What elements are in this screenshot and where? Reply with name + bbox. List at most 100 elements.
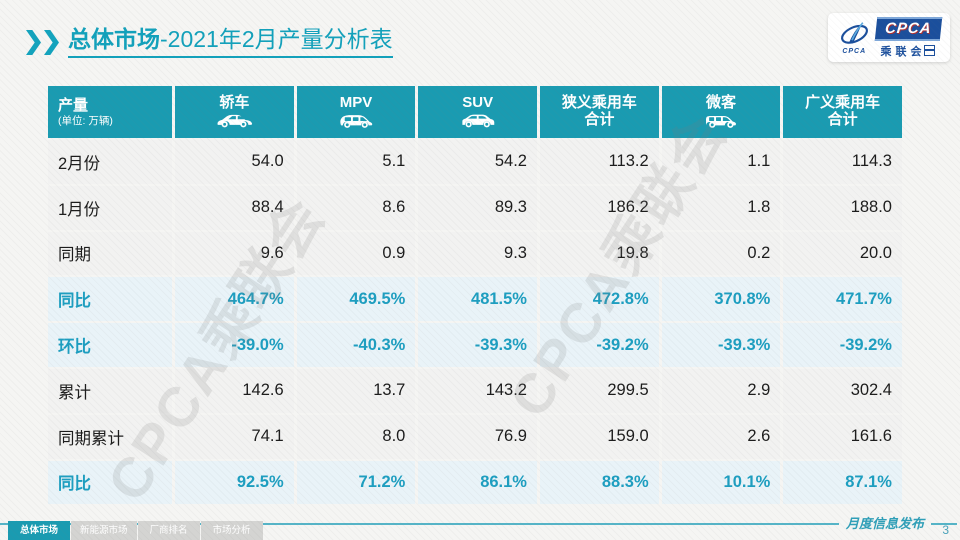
- table-cell: -39.3%: [418, 323, 537, 367]
- table-cell: -39.0%: [175, 323, 294, 367]
- swoosh-ellipse-icon: [838, 21, 871, 51]
- row-label: 累计: [48, 368, 172, 413]
- table-cell: 481.5%: [418, 277, 537, 322]
- mpv-icon: [336, 113, 376, 129]
- title-suffix: -2021年2月产量分析表: [160, 26, 393, 52]
- suv-icon: [458, 113, 498, 129]
- corner-label: 产量: [58, 96, 89, 114]
- row-label: 同期累计: [48, 414, 172, 459]
- table-cell: 13.7: [296, 368, 416, 413]
- table-cell: 2.9: [661, 368, 781, 413]
- table-cell: 142.6: [175, 368, 294, 413]
- sedan-icon: [214, 113, 254, 129]
- table-cell: 20.0: [783, 231, 902, 276]
- footer-tabs: 总体市场 新能源市场 厂商排名 市场分析: [8, 521, 263, 540]
- table-cell: 10.1%: [661, 460, 781, 505]
- footer-rule-line: [0, 522, 839, 525]
- table-row: 累计 142.6 13.7 143.2 299.5 2.9 302.4: [48, 368, 902, 413]
- column-header: 广义乘用车 合计: [783, 86, 902, 138]
- table-cell: 9.6: [175, 231, 294, 276]
- page-title: 总体市场-2021年2月产量分析表: [68, 26, 393, 59]
- table-row: 同比 464.7% 469.5% 481.5% 472.8% 370.8% 471.7%: [48, 277, 902, 322]
- table-cell: 87.1%: [783, 460, 902, 505]
- table-cell: 143.2: [418, 368, 537, 413]
- double-chevron-icon: [26, 30, 59, 55]
- chevron-right-icon: [26, 30, 41, 55]
- corner-unit: (单位: 万辆): [58, 114, 113, 127]
- chevron-right-icon: [44, 30, 59, 55]
- table-cell: 8.6: [296, 185, 416, 230]
- table-cell: 92.5%: [175, 460, 294, 505]
- table-cell: 1.8: [661, 185, 781, 230]
- table-cell: 370.8%: [661, 277, 781, 322]
- table-cell: 114.3: [783, 140, 902, 184]
- table-cell: 54.2: [418, 140, 537, 184]
- footer-tab-3[interactable]: 厂商排名: [137, 521, 200, 540]
- column-label: 狭义乘用车 合计: [561, 94, 637, 128]
- row-label: 同比: [48, 460, 172, 505]
- logo-brand-sub-text: 乘联会: [880, 45, 926, 58]
- footer-tab-1[interactable]: 总体市场: [8, 521, 70, 540]
- table-row: 同期 9.6 0.9 9.3 19.8 0.2 20.0: [48, 231, 902, 276]
- table-cell: 88.3%: [539, 460, 659, 505]
- logo-brand: CPCA: [874, 16, 942, 41]
- cpca-logo: CPCA CPCA 乘联会: [828, 13, 950, 62]
- table-cell: 9.3: [418, 231, 537, 276]
- table-cell: 5.1: [296, 140, 416, 184]
- table-cell: 469.5%: [296, 277, 416, 322]
- page-number: 3: [942, 523, 949, 537]
- column-header: SUV: [418, 86, 537, 138]
- table-cell: -39.2%: [539, 323, 659, 367]
- table-cell: 76.9: [418, 414, 537, 459]
- column-header: 轿车: [175, 86, 294, 138]
- table-cell: 302.4: [783, 368, 902, 413]
- table-cell: 471.7%: [783, 277, 902, 322]
- table-cell: 89.3: [418, 185, 537, 230]
- table-cell: 71.2%: [296, 460, 416, 505]
- column-label: 微客: [705, 94, 736, 112]
- release-label: 月度信息发布: [845, 516, 924, 531]
- table-header-row: 产量 (单位: 万辆) 轿车 MPV SUV 狭义乘用车 合计 微客 广义乘用车 合计: [48, 86, 902, 138]
- table-cell: -39.3%: [661, 323, 781, 367]
- table-cell: 0.9: [296, 231, 416, 276]
- table-row: 同比 92.5% 71.2% 86.1% 88.3% 10.1% 87.1%: [48, 460, 902, 505]
- column-label: 广义乘用车 合计: [805, 94, 881, 128]
- logo-seal-icon: [924, 45, 936, 56]
- table-cell: 159.0: [539, 414, 659, 459]
- logo-caption: CPCA: [842, 47, 867, 55]
- table-cell: 161.6: [783, 414, 902, 459]
- footer-tab-4[interactable]: 市场分析: [200, 521, 263, 540]
- row-label: 2月份: [48, 140, 172, 184]
- table-cell: 88.4: [175, 185, 294, 230]
- table-row: 同期累计 74.1 8.0 76.9 159.0 2.6 161.6: [48, 414, 902, 459]
- table-cell: 8.0: [296, 414, 416, 459]
- table-cell: 472.8%: [539, 277, 659, 322]
- footer-rule-tail: [931, 522, 957, 525]
- footer-tab-2[interactable]: 新能源市场: [71, 521, 137, 540]
- microvan-icon: [701, 113, 741, 129]
- footer-rule: 月度信息发布: [0, 517, 960, 530]
- table-cell: 86.1%: [418, 460, 537, 505]
- column-label: SUV: [462, 94, 494, 112]
- table-cell: 2.6: [661, 414, 781, 459]
- column-label: 轿车: [219, 94, 250, 112]
- table-corner-header: 产量 (单位: 万辆): [48, 86, 172, 138]
- logo-emblem: CPCA: [838, 21, 871, 55]
- table-cell: 54.0: [175, 140, 294, 184]
- row-label: 同比: [48, 277, 172, 322]
- column-header: MPV: [296, 86, 416, 138]
- table-row: 环比 -39.0% -40.3% -39.3% -39.2% -39.3% -39.2%: [48, 323, 902, 367]
- row-label: 环比: [48, 323, 172, 367]
- table-cell: 464.7%: [175, 277, 294, 322]
- table-cell: 1.1: [661, 140, 781, 184]
- table-cell: 188.0: [783, 185, 902, 230]
- column-label: MPV: [339, 94, 373, 112]
- title-block: 总体市场-2021年2月产量分析表: [26, 26, 393, 59]
- row-label: 1月份: [48, 185, 172, 230]
- column-header: 狭义乘用车 合计: [539, 86, 659, 138]
- table-row: 2月份 54.0 5.1 54.2 113.2 1.1 114.3: [48, 140, 902, 184]
- table-cell: 113.2: [539, 140, 659, 184]
- table-cell: 186.2: [539, 185, 659, 230]
- table-cell: 19.8: [539, 231, 659, 276]
